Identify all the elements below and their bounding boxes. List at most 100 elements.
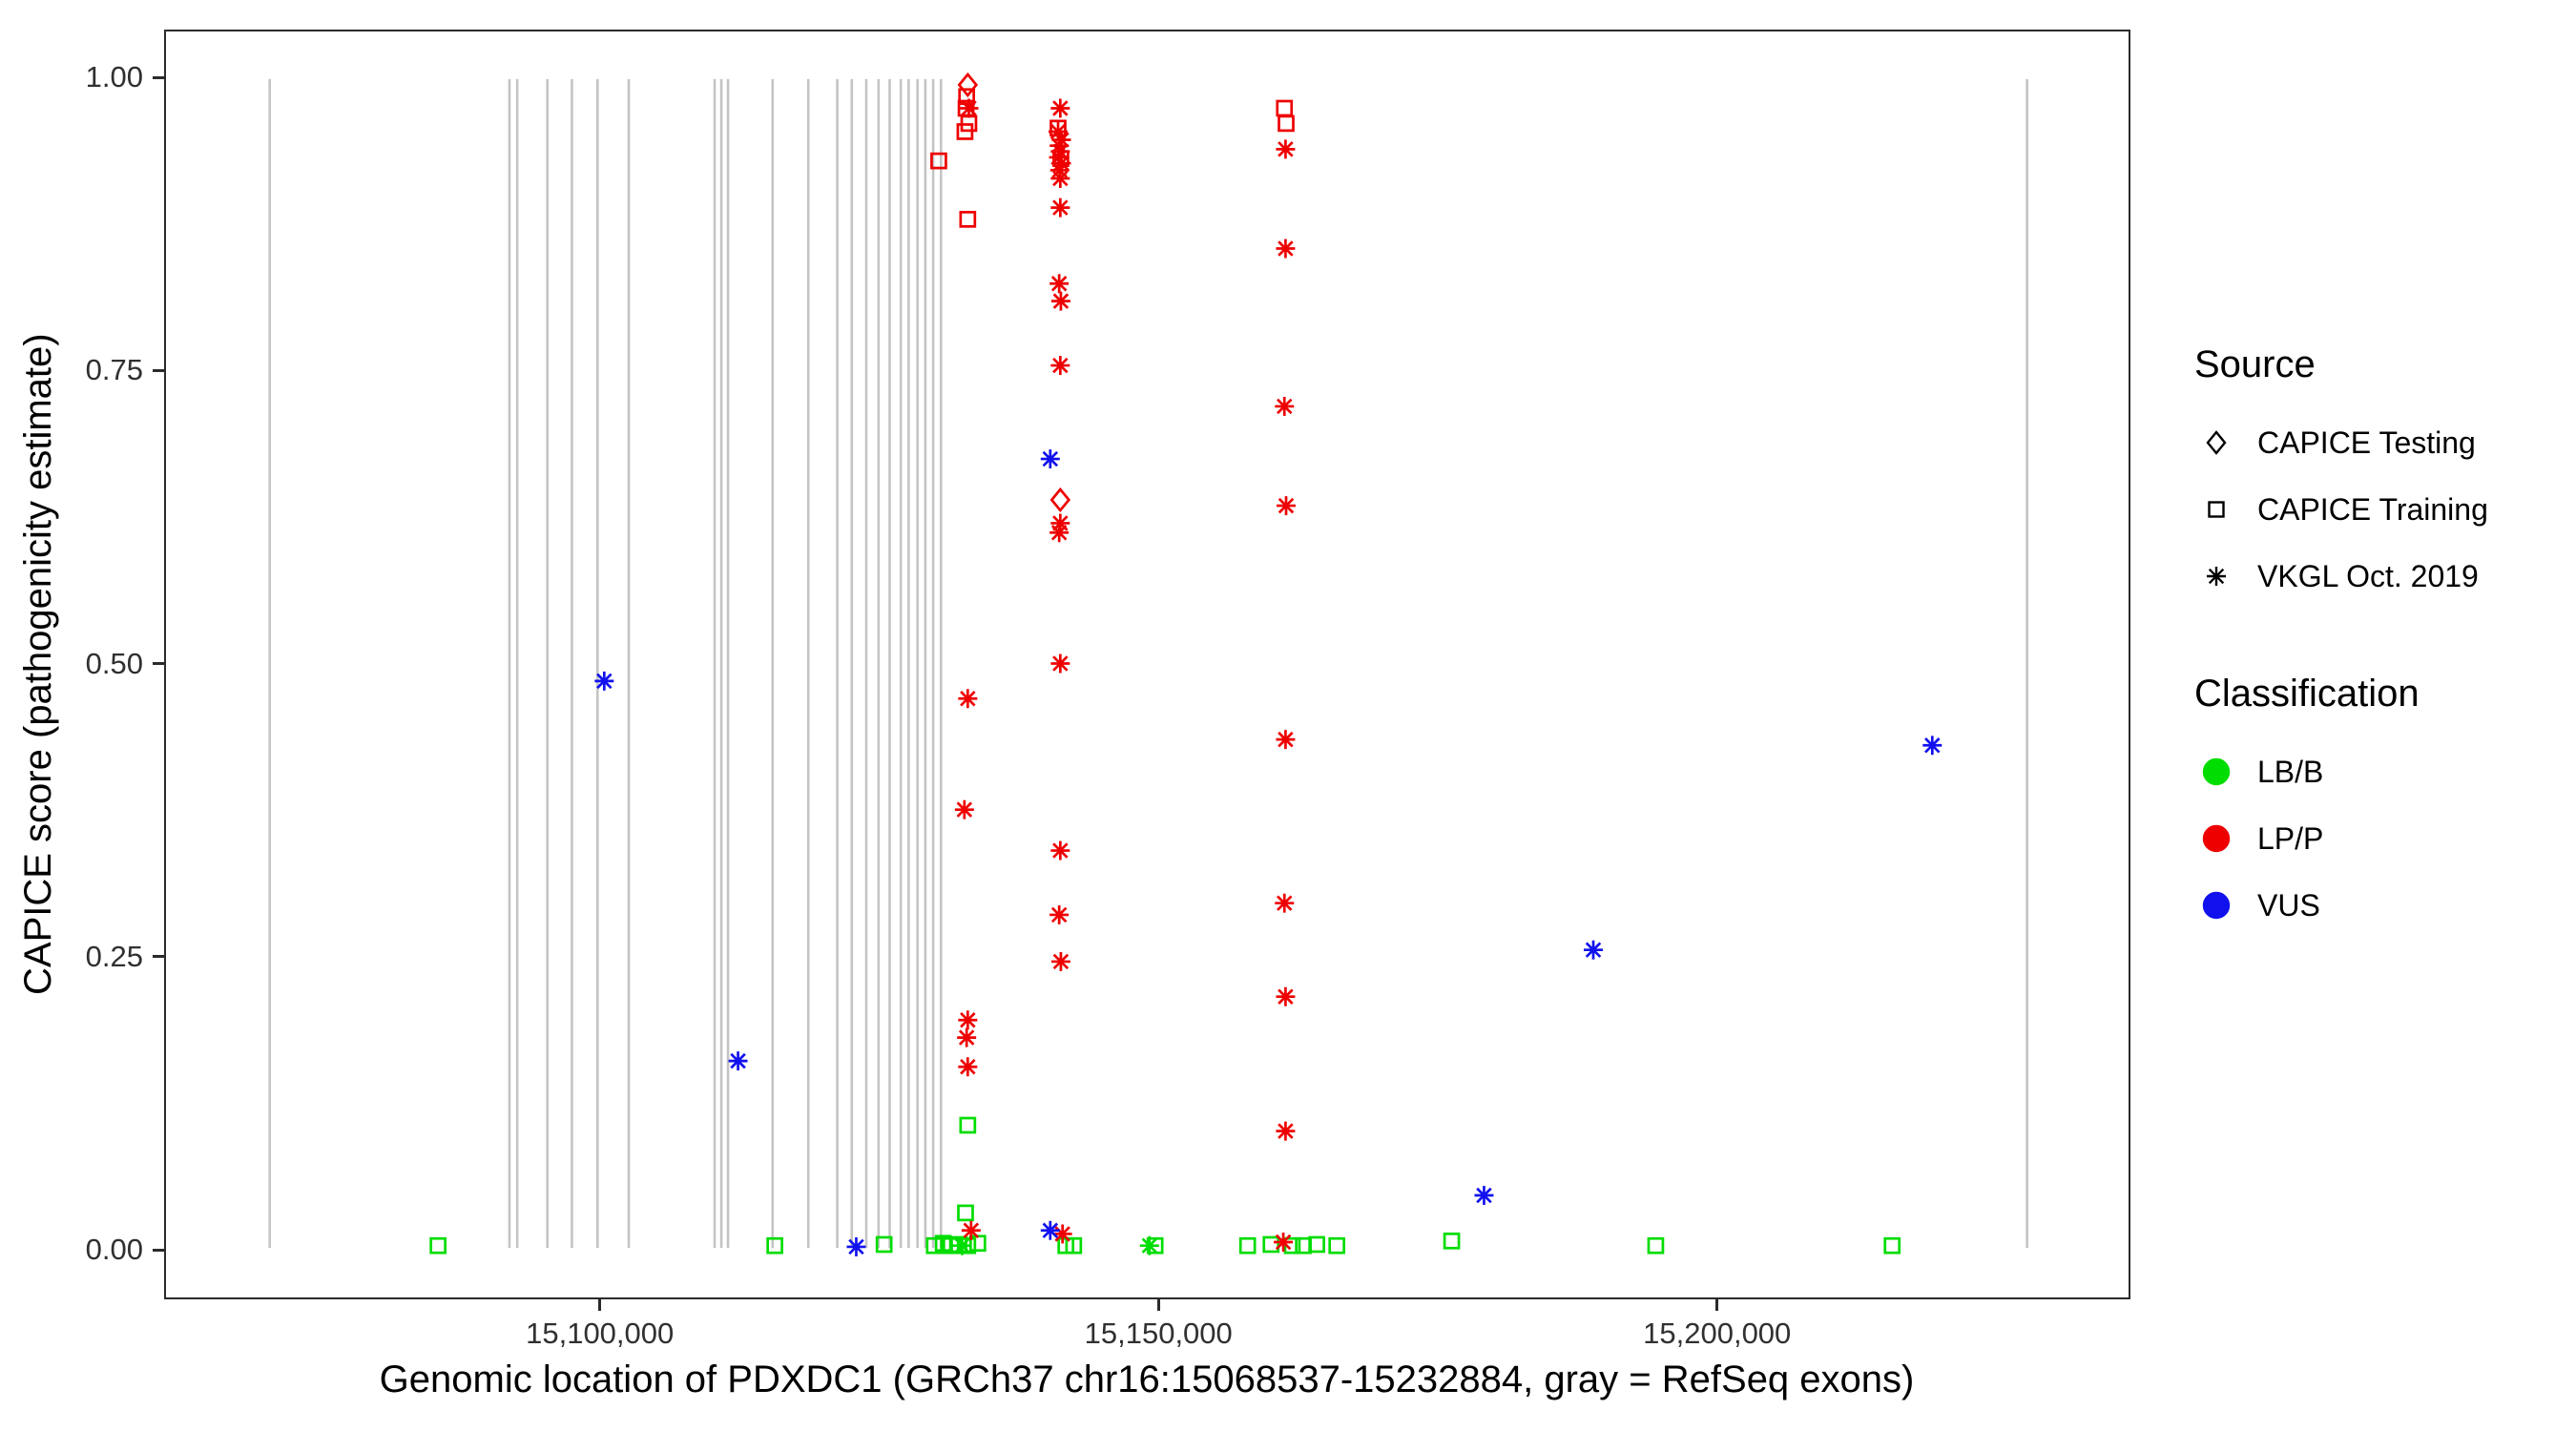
- x-tick-mark: [598, 1299, 602, 1311]
- data-point: [958, 1057, 978, 1077]
- data-point: [925, 1236, 944, 1255]
- legend-item-label: LB/B: [2257, 754, 2324, 789]
- legend-classification-items: LB/B LP/P VUS: [2194, 738, 2566, 939]
- circle-icon: [2194, 883, 2238, 927]
- y-tick-mark: [153, 368, 164, 372]
- x-tick-mark: [1715, 1299, 1719, 1311]
- legend-item-lp-p: LP/P: [2194, 805, 2566, 872]
- data-point: [1050, 197, 1070, 218]
- data-point: [1049, 523, 1070, 543]
- data-point: [957, 1027, 977, 1047]
- data-point: [1443, 1232, 1461, 1250]
- legend-item-capice-training: CAPICE Training: [2194, 476, 2566, 543]
- data-point: [1276, 1121, 1296, 1141]
- asterisk-icon: [2194, 554, 2238, 598]
- data-point: [1040, 449, 1060, 469]
- data-point: [1262, 1235, 1280, 1254]
- data-point: [1050, 653, 1070, 674]
- x-tick-label: 15,200,000: [1643, 1317, 1792, 1350]
- data-point: [958, 1010, 978, 1030]
- data-point: [961, 1220, 981, 1240]
- data-point: [728, 1051, 748, 1071]
- y-tick-mark: [153, 1248, 164, 1252]
- legend-item-capice-testing: CAPICE Testing: [2194, 409, 2566, 476]
- x-tick-label: 15,100,000: [526, 1317, 675, 1350]
- data-point: [1308, 1235, 1325, 1254]
- legend-item-label: CAPICE Testing: [2257, 425, 2476, 460]
- data-point: [1238, 1236, 1257, 1255]
- data-point: [1049, 122, 1068, 141]
- plot-canvas: [268, 72, 2028, 1256]
- x-tick-mark: [1156, 1299, 1160, 1311]
- data-point: [1040, 1220, 1060, 1240]
- data-point: [1065, 1236, 1083, 1255]
- legend-item-label: VKGL Oct. 2019: [2257, 558, 2479, 593]
- data-point: [1276, 730, 1296, 750]
- data-point: [1052, 1224, 1072, 1244]
- data-point: [1883, 1236, 1901, 1255]
- y-tick-mark: [153, 955, 164, 959]
- data-point: [1049, 904, 1070, 924]
- data-point: [1050, 356, 1070, 376]
- legend-item-vus: VUS: [2194, 872, 2566, 939]
- x-tick-label: 15,150,000: [1084, 1317, 1233, 1350]
- data-point: [957, 72, 979, 98]
- legend: Source CAPICE Testing CAPICE Training VKGL…: [2194, 343, 2566, 939]
- data-point: [594, 671, 614, 691]
- data-point: [1276, 986, 1296, 1006]
- data-point: [1922, 736, 1942, 756]
- data-point: [959, 211, 977, 228]
- data-point: [1050, 169, 1070, 188]
- y-axis-title: CAPICE score (pathogenicity estimate): [17, 333, 59, 996]
- y-tick-mark: [153, 75, 164, 79]
- data-point: [1274, 1233, 1294, 1252]
- y-tick-mark: [153, 662, 164, 665]
- data-point: [1276, 139, 1296, 159]
- data-point: [1278, 114, 1295, 133]
- data-point: [1584, 940, 1603, 960]
- circle-icon: [2194, 750, 2238, 794]
- legend-classification-title: Classification: [2194, 673, 2420, 715]
- data-point: [1275, 396, 1295, 416]
- data-point: [958, 88, 975, 106]
- diamond-icon: [2194, 421, 2238, 465]
- data-point: [954, 799, 974, 819]
- y-tick-label: 0.00: [85, 1233, 143, 1266]
- square-icon: [2194, 487, 2238, 531]
- legend-source-title: Source: [2194, 343, 2316, 385]
- data-point: [1050, 840, 1070, 861]
- data-point: [1049, 487, 1071, 513]
- data-point: [1276, 238, 1296, 259]
- data-point: [1276, 99, 1294, 117]
- data-point: [1474, 1186, 1494, 1205]
- data-point: [1275, 893, 1295, 913]
- data-point: [957, 1204, 974, 1222]
- data-point: [766, 1236, 783, 1255]
- data-point: [958, 689, 978, 709]
- legend-item-lb-b: LB/B: [2194, 738, 2566, 805]
- data-point: [1139, 1235, 1159, 1255]
- data-point: [952, 1235, 972, 1255]
- data-point: [1050, 98, 1070, 118]
- data-point: [956, 123, 974, 140]
- legend-gap: [2194, 610, 2566, 673]
- data-point: [959, 1116, 977, 1134]
- data-point: [1049, 274, 1070, 294]
- data-point: [846, 1236, 866, 1256]
- data-point: [429, 1236, 447, 1255]
- data-point: [1050, 291, 1070, 311]
- y-tick-label: 0.75: [85, 353, 143, 387]
- data-point: [1328, 1236, 1346, 1255]
- y-tick-label: 0.50: [85, 646, 143, 680]
- data-point: [1050, 951, 1070, 971]
- data-point: [1277, 496, 1296, 516]
- data-point: [959, 98, 979, 118]
- legend-item-label: CAPICE Training: [2257, 491, 2488, 527]
- data-point: [1647, 1236, 1665, 1255]
- legend-item-vkgl-oct-2019: VKGL Oct. 2019: [2194, 543, 2566, 610]
- y-tick-label: 0.25: [85, 939, 143, 973]
- legend-source-items: CAPICE Testing CAPICE Training VKGL Oct. 2…: [2194, 409, 2566, 610]
- legend-item-label: VUS: [2257, 887, 2320, 923]
- x-axis-title: Genomic location of PDXDC1 (GRCh37 chr16…: [379, 1358, 1915, 1400]
